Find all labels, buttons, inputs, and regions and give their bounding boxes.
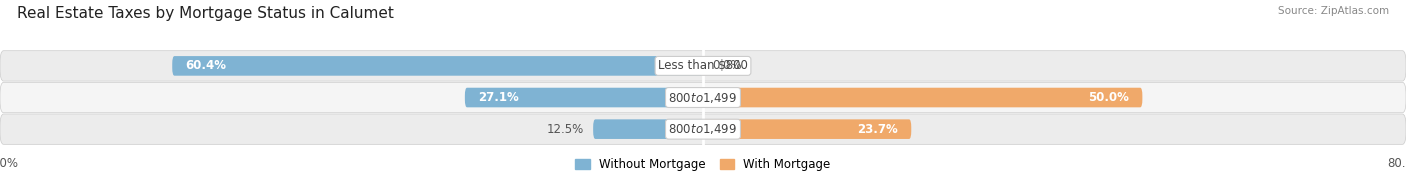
Text: Source: ZipAtlas.com: Source: ZipAtlas.com xyxy=(1278,6,1389,16)
FancyBboxPatch shape xyxy=(0,82,1406,113)
FancyBboxPatch shape xyxy=(703,88,1142,107)
FancyBboxPatch shape xyxy=(173,56,703,76)
FancyBboxPatch shape xyxy=(703,119,911,139)
Text: 60.4%: 60.4% xyxy=(186,59,226,72)
Text: 23.7%: 23.7% xyxy=(858,123,898,136)
Text: Less than $800: Less than $800 xyxy=(658,59,748,72)
FancyBboxPatch shape xyxy=(0,114,1406,144)
Text: 12.5%: 12.5% xyxy=(547,123,585,136)
Text: 50.0%: 50.0% xyxy=(1088,91,1129,104)
Text: $800 to $1,499: $800 to $1,499 xyxy=(668,122,738,136)
Text: 27.1%: 27.1% xyxy=(478,91,519,104)
FancyBboxPatch shape xyxy=(0,51,1406,81)
Text: 0.0%: 0.0% xyxy=(711,59,741,72)
Text: Real Estate Taxes by Mortgage Status in Calumet: Real Estate Taxes by Mortgage Status in … xyxy=(17,6,394,21)
FancyBboxPatch shape xyxy=(593,119,703,139)
Text: $800 to $1,499: $800 to $1,499 xyxy=(668,91,738,104)
FancyBboxPatch shape xyxy=(465,88,703,107)
Legend: Without Mortgage, With Mortgage: Without Mortgage, With Mortgage xyxy=(575,158,831,171)
